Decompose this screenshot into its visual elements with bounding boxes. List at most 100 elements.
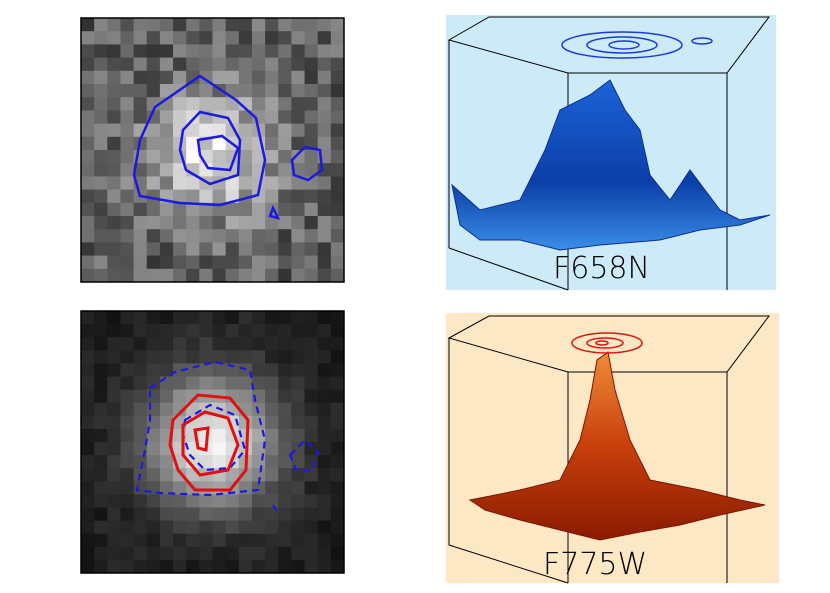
pixel — [107, 468, 121, 482]
pixel — [265, 229, 279, 243]
pixel — [330, 123, 345, 138]
pixel — [330, 176, 345, 191]
pixel — [199, 44, 213, 59]
pixel — [330, 520, 345, 535]
pixel — [199, 242, 213, 257]
pixel — [159, 123, 174, 138]
pixel — [278, 494, 292, 508]
pixel — [120, 216, 135, 230]
pixel — [304, 216, 319, 230]
pixel — [173, 520, 187, 535]
pixel — [278, 242, 292, 257]
pixel — [120, 311, 135, 325]
pixel — [304, 350, 319, 364]
pixel — [133, 268, 148, 283]
pixel — [265, 520, 279, 535]
pixel — [173, 402, 187, 417]
pixel — [173, 255, 187, 270]
pixel — [159, 110, 174, 125]
pixel — [251, 189, 266, 204]
pixel — [225, 337, 240, 351]
pixel — [120, 468, 135, 482]
pixel — [133, 57, 148, 72]
pixel — [94, 324, 108, 338]
pixel — [186, 136, 200, 151]
pixel — [330, 202, 345, 217]
pixel — [265, 97, 279, 111]
pixel — [199, 559, 213, 574]
pixel — [133, 97, 148, 111]
pixel — [330, 255, 345, 270]
pixel — [146, 70, 161, 85]
image-f658n — [81, 18, 345, 283]
pixel — [186, 57, 200, 72]
pixel — [238, 176, 253, 191]
pixel — [159, 57, 174, 72]
pixel — [225, 31, 240, 45]
pixel — [159, 84, 174, 98]
pixel — [94, 97, 108, 111]
pixel — [107, 350, 121, 364]
pixel — [120, 494, 135, 508]
pixel — [146, 150, 161, 164]
pixel — [317, 389, 332, 404]
pixel — [225, 546, 240, 561]
pixel — [120, 18, 135, 32]
pixel — [94, 376, 108, 391]
pixel — [291, 376, 306, 391]
pixel — [251, 402, 266, 417]
pixel — [225, 507, 240, 522]
pixel — [238, 216, 253, 230]
pixel — [225, 229, 240, 243]
pixel — [291, 136, 306, 151]
pixel — [304, 415, 319, 430]
pixel — [278, 150, 292, 164]
pixel — [107, 415, 121, 430]
pixel — [251, 468, 266, 482]
pixel — [146, 31, 161, 45]
pixel — [278, 229, 292, 243]
pixel — [133, 84, 148, 98]
pixel — [212, 57, 227, 72]
pixel — [94, 520, 108, 535]
pixel — [107, 70, 121, 85]
pixel — [238, 337, 253, 351]
pixel — [317, 442, 332, 456]
pixel — [107, 455, 121, 469]
pixel — [304, 494, 319, 508]
pixel — [199, 123, 213, 138]
contours-dashed — [135, 360, 320, 516]
pixel — [317, 255, 332, 270]
pixel — [304, 520, 319, 535]
pixel — [81, 202, 95, 217]
pixel — [225, 97, 240, 111]
pixel — [133, 455, 148, 469]
pixel — [238, 546, 253, 561]
pixel — [133, 337, 148, 351]
pixel — [317, 533, 332, 548]
pixel — [251, 481, 266, 495]
pixel — [265, 559, 279, 574]
pixel — [304, 110, 319, 125]
pixel — [186, 376, 200, 391]
pixel — [133, 389, 148, 404]
pixel — [199, 455, 213, 469]
pixel — [330, 57, 345, 72]
pixel — [304, 57, 319, 72]
pixel — [238, 18, 253, 32]
pixel — [94, 216, 108, 230]
pixel — [238, 363, 253, 377]
pixel — [94, 363, 108, 377]
pixel — [265, 123, 279, 138]
pixel — [107, 202, 121, 217]
pixel — [159, 481, 174, 495]
pixel — [146, 176, 161, 191]
pixel — [317, 268, 332, 283]
pixel — [186, 546, 200, 561]
pixel — [94, 481, 108, 495]
pixel — [304, 242, 319, 257]
pixel — [107, 31, 121, 45]
pixel — [291, 455, 306, 469]
pixel — [94, 176, 108, 191]
pixel — [107, 402, 121, 417]
